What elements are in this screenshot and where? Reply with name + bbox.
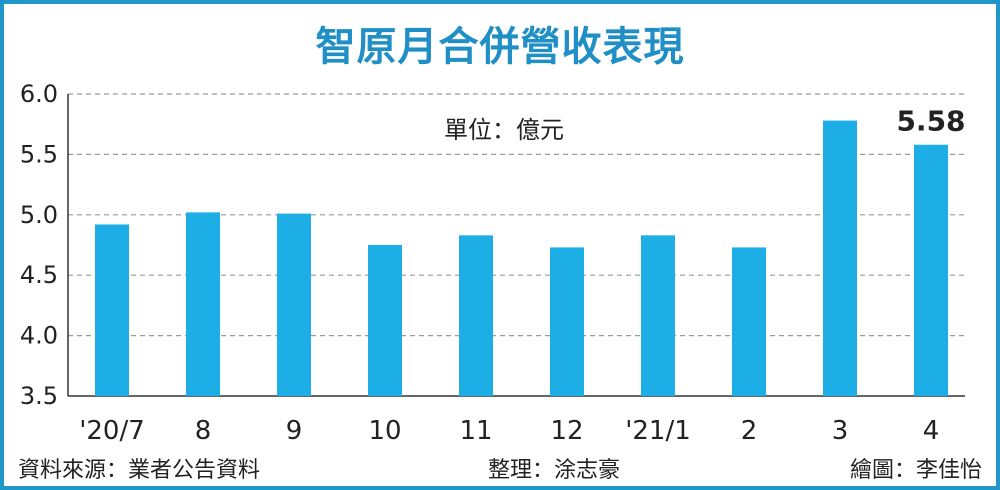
x-tick-label: 2	[741, 416, 758, 446]
chart-title: 智原月合併營收表現	[315, 24, 685, 70]
bar	[277, 213, 311, 396]
y-tick-label: 3.5	[20, 382, 58, 410]
y-tick-label: 6.0	[20, 80, 58, 108]
y-tick-label: 5.5	[20, 140, 58, 168]
x-tick-label: 12	[550, 416, 583, 446]
y-tick-labels: 3.5 4.0 4.5 5.0 5.5 6.0	[20, 80, 58, 410]
bar	[550, 247, 584, 396]
x-tick-label: 3	[832, 416, 849, 446]
grid-lines	[68, 93, 965, 337]
x-tick-label: 8	[195, 416, 212, 446]
bar	[641, 235, 675, 396]
y-tick-label: 5.0	[20, 201, 58, 229]
bar	[368, 245, 402, 396]
x-tick-label: '20/7	[79, 416, 145, 446]
x-tick-label: '21/1	[625, 416, 691, 446]
y-tick-label: 4.5	[20, 261, 58, 289]
bars	[95, 120, 948, 397]
x-tick-labels: '20/7 8 9 10 11 12 '21/1 2 3 4	[79, 416, 939, 446]
bar	[186, 212, 220, 396]
x-tick-label: 11	[459, 416, 492, 446]
graphic-credit: 繪圖：李佳怡	[849, 458, 982, 483]
source-credit: 資料來源：業者公告資料	[18, 458, 261, 483]
bar	[95, 224, 129, 396]
data-label: 5.58	[896, 105, 965, 138]
x-tick-label: 4	[923, 416, 940, 446]
x-tick-label: 10	[368, 416, 401, 446]
bar	[732, 247, 766, 396]
bar	[823, 120, 857, 397]
data-labels: 5.58	[896, 105, 965, 138]
bar	[914, 144, 948, 396]
editor-credit: 整理：涂志豪	[488, 458, 621, 483]
unit-label: 單位：億元	[444, 116, 564, 144]
y-tick-label: 4.0	[20, 322, 58, 350]
x-tick-label: 9	[286, 416, 303, 446]
bar	[459, 235, 493, 396]
